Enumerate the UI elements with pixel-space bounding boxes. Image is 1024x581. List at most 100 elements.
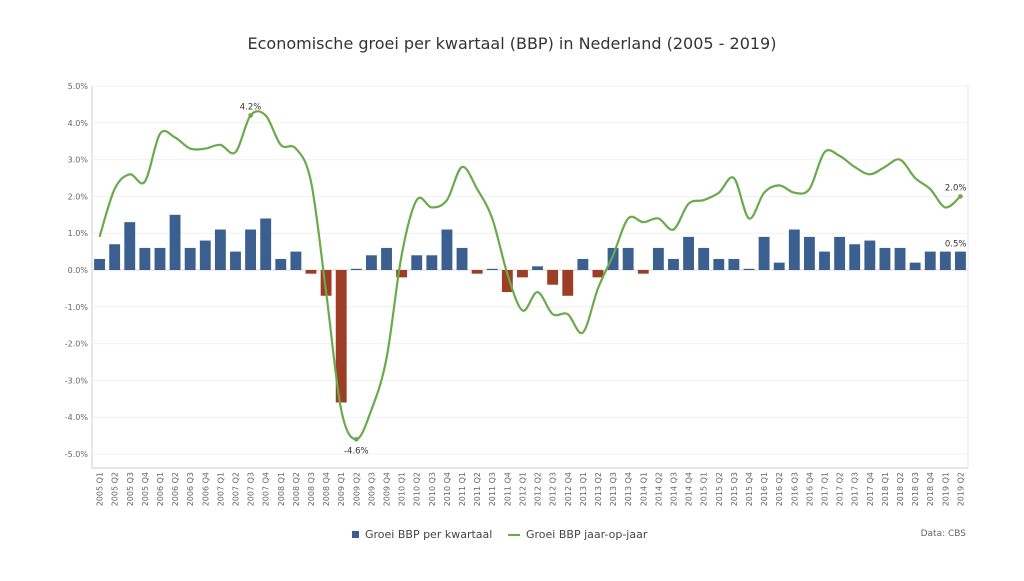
legend-item-quarterly[interactable]: Groei BBP per kwartaal <box>352 528 492 541</box>
legend-item-yoy[interactable]: Groei BBP jaar-op-jaar <box>508 528 647 541</box>
x-tick-label: 2006 Q4 <box>201 472 210 506</box>
data-label: 4.2% <box>240 102 262 112</box>
x-tick-label: 2010 Q1 <box>398 472 407 506</box>
data-label: 2.0% <box>945 183 967 193</box>
annotation-marker <box>248 113 253 118</box>
bar <box>819 251 830 270</box>
labels-layer: 4.2% -4.6% 2.0% 0.5% <box>240 102 967 456</box>
bar <box>758 236 770 270</box>
bar <box>411 255 423 270</box>
legend-bar-swatch <box>352 531 359 538</box>
x-tick-label: 2015 Q1 <box>700 472 709 506</box>
x-tick-label: 2013 Q4 <box>624 472 633 506</box>
bar <box>456 247 468 270</box>
x-tick-label: 2006 Q1 <box>156 472 165 506</box>
bar <box>879 247 891 270</box>
bars-layer <box>94 214 966 403</box>
x-tick-label: 2012 Q1 <box>518 472 527 506</box>
bar <box>230 251 241 270</box>
bar <box>486 268 498 270</box>
bar <box>637 270 649 274</box>
bar <box>154 247 166 270</box>
x-tick-label: 2008 Q1 <box>277 472 286 506</box>
bar <box>139 247 151 270</box>
x-tick-label: 2009 Q3 <box>367 472 376 506</box>
x-tick-label: 2015 Q2 <box>715 472 724 506</box>
x-tick-label: 2007 Q4 <box>262 472 271 506</box>
x-tick-label: 2018 Q4 <box>926 472 935 506</box>
x-tick-label: 2018 Q1 <box>881 472 890 506</box>
x-tick-label: 2010 Q3 <box>428 472 437 506</box>
bar <box>305 270 317 274</box>
bar <box>743 268 755 270</box>
x-tick-label: 2011 Q4 <box>503 472 512 506</box>
x-tick-label: 2010 Q2 <box>413 472 422 506</box>
bar <box>713 258 725 270</box>
x-tick-label: 2012 Q3 <box>549 472 558 506</box>
x-tick-label: 2013 Q2 <box>594 472 603 506</box>
bar <box>939 251 951 270</box>
x-tick-label: 2014 Q3 <box>669 472 678 506</box>
bar <box>562 270 574 296</box>
bar <box>683 236 695 270</box>
x-tick-label: 2015 Q3 <box>730 472 739 506</box>
annotation-marker <box>354 436 359 442</box>
bar <box>517 270 528 278</box>
legend: Groei BBP per kwartaal Groei BBP jaar-op… <box>0 528 1024 544</box>
bar <box>426 255 438 270</box>
bar <box>894 247 906 270</box>
x-tick-label: 2007 Q3 <box>247 472 256 506</box>
x-tick-label: 2008 Q3 <box>307 472 316 506</box>
bar <box>532 266 543 270</box>
line-layer <box>98 110 962 441</box>
bar <box>184 247 196 270</box>
bar <box>698 247 710 270</box>
bar <box>924 251 936 270</box>
bar <box>275 258 287 270</box>
annotation-marker <box>958 194 963 199</box>
bar <box>365 255 377 270</box>
x-tick-label: 2018 Q3 <box>911 472 920 506</box>
x-tick-label: 2011 Q3 <box>488 472 497 506</box>
x-tick-label: 2009 Q4 <box>383 472 392 506</box>
bar <box>955 251 966 270</box>
bar <box>471 270 483 274</box>
bar <box>214 229 226 270</box>
bar <box>441 229 453 270</box>
y-tick-label: 3.0% <box>68 156 89 165</box>
y-tick-label: -3.0% <box>65 376 89 385</box>
x-tick-label: 2011 Q1 <box>458 472 467 506</box>
x-tick-label: 2005 Q1 <box>96 472 105 506</box>
bar <box>320 270 332 296</box>
x-tick-label: 2007 Q2 <box>231 472 240 506</box>
bar <box>124 222 136 270</box>
x-tick-label: 2014 Q4 <box>685 472 694 506</box>
x-tick-label: 2007 Q1 <box>216 472 225 506</box>
x-tick-label: 2013 Q1 <box>579 472 588 506</box>
yoy-line <box>98 110 962 441</box>
y-tick-label: -1.0% <box>65 303 89 312</box>
bar <box>245 229 257 270</box>
bar <box>592 270 604 278</box>
plot-frame <box>91 85 969 469</box>
x-tick-label: 2017 Q1 <box>821 472 830 506</box>
x-tick-label: 2016 Q3 <box>790 472 799 506</box>
y-tick-label: 0.0% <box>68 266 89 275</box>
bar <box>652 247 664 270</box>
x-tick-label: 2016 Q2 <box>775 472 784 506</box>
x-tick-label: 2014 Q2 <box>654 472 663 506</box>
x-tick-label: 2005 Q3 <box>126 472 135 506</box>
x-tick-label: 2014 Q1 <box>639 472 648 506</box>
legend-line-swatch <box>508 533 520 536</box>
x-tick-label: 2019 Q1 <box>941 472 950 506</box>
bar <box>773 262 785 270</box>
bar <box>803 236 815 270</box>
bar <box>169 214 181 270</box>
x-tick-label: 2017 Q4 <box>866 472 875 506</box>
x-tick-label: 2016 Q4 <box>805 472 814 506</box>
x-tick-label: 2015 Q4 <box>745 472 754 506</box>
bar <box>834 236 846 270</box>
x-tick-label: 2010 Q4 <box>443 472 452 506</box>
bar <box>668 258 679 270</box>
